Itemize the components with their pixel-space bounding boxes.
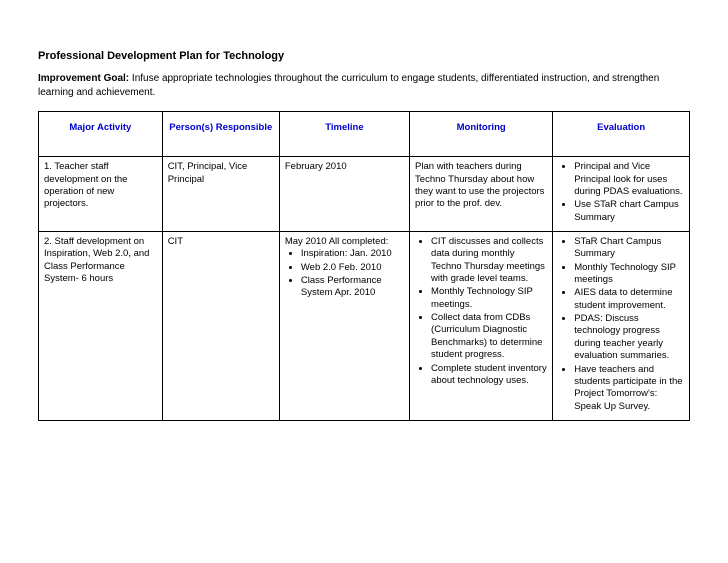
goal-line: Improvement Goal: Infuse appropriate tec… bbox=[38, 72, 690, 99]
header-person: Person(s) Responsible bbox=[162, 112, 279, 157]
evaluation-list: Principal and Vice Principal look for us… bbox=[558, 161, 684, 224]
evaluation-list: STaR Chart Campus SummaryMonthly Technol… bbox=[558, 236, 684, 413]
goal-text: Infuse appropriate technologies througho… bbox=[38, 73, 659, 98]
list-item: Class Performance System Apr. 2010 bbox=[301, 275, 404, 300]
list-item: Use STaR chart Campus Summary bbox=[574, 199, 684, 224]
header-evaluation: Evaluation bbox=[553, 112, 690, 157]
document-page: Professional Development Plan for Techno… bbox=[0, 0, 728, 421]
plan-table: Major Activity Person(s) Responsible Tim… bbox=[38, 111, 690, 421]
doc-title: Professional Development Plan for Techno… bbox=[38, 50, 690, 62]
cell-evaluation: STaR Chart Campus SummaryMonthly Technol… bbox=[553, 232, 690, 421]
cell-monitoring: CIT discusses and collects data during m… bbox=[410, 232, 553, 421]
header-monitoring: Monitoring bbox=[410, 112, 553, 157]
list-item: STaR Chart Campus Summary bbox=[574, 236, 684, 261]
list-item: PDAS: Discuss technology progress during… bbox=[574, 313, 684, 362]
table-row: 2. Staff development on Inspiration, Web… bbox=[39, 232, 690, 421]
list-item: Monthly Technology SIP meetings bbox=[574, 262, 684, 287]
table-header-row: Major Activity Person(s) Responsible Tim… bbox=[39, 112, 690, 157]
list-item: Monthly Technology SIP meetings. bbox=[431, 286, 547, 311]
list-item: Web 2.0 Feb. 2010 bbox=[301, 262, 404, 274]
timeline-text: May 2010 All completed: bbox=[285, 236, 404, 248]
cell-monitoring: Plan with teachers during Techno Thursda… bbox=[410, 157, 553, 232]
cell-activity: 1. Teacher staff development on the oper… bbox=[39, 157, 163, 232]
list-item: Collect data from CDBs (Curriculum Diagn… bbox=[431, 312, 547, 361]
cell-activity: 2. Staff development on Inspiration, Web… bbox=[39, 232, 163, 421]
list-item: AIES data to determine student improveme… bbox=[574, 287, 684, 312]
cell-evaluation: Principal and Vice Principal look for us… bbox=[553, 157, 690, 232]
header-activity: Major Activity bbox=[39, 112, 163, 157]
table-row: 1. Teacher staff development on the oper… bbox=[39, 157, 690, 232]
list-item: Complete student inventory about technol… bbox=[431, 363, 547, 388]
table-body: 1. Teacher staff development on the oper… bbox=[39, 157, 690, 421]
header-timeline: Timeline bbox=[279, 112, 409, 157]
list-item: CIT discusses and collects data during m… bbox=[431, 236, 547, 285]
timeline-text: February 2010 bbox=[285, 161, 404, 173]
goal-label: Improvement Goal: bbox=[38, 73, 129, 84]
timeline-list: Inspiration: Jan. 2010 Web 2.0 Feb. 2010C… bbox=[285, 248, 404, 299]
monitoring-text: Plan with teachers during Techno Thursda… bbox=[415, 161, 547, 210]
list-item: Principal and Vice Principal look for us… bbox=[574, 161, 684, 198]
cell-person: CIT bbox=[162, 232, 279, 421]
monitoring-list: CIT discusses and collects data during m… bbox=[415, 236, 547, 387]
list-item: Have teachers and students participate i… bbox=[574, 364, 684, 413]
list-item: Inspiration: Jan. 2010 bbox=[301, 248, 404, 260]
cell-person: CIT, Principal, Vice Principal bbox=[162, 157, 279, 232]
cell-timeline: May 2010 All completed:Inspiration: Jan.… bbox=[279, 232, 409, 421]
cell-timeline: February 2010 bbox=[279, 157, 409, 232]
